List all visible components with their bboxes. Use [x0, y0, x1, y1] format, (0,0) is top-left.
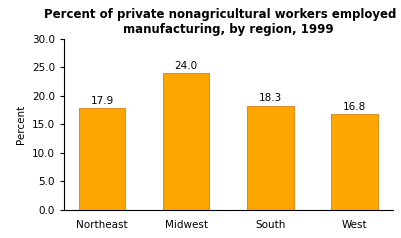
- Bar: [247, 106, 294, 210]
- Text: 17.9: 17.9: [91, 96, 114, 106]
- Bar: [163, 73, 209, 210]
- Text: 18.3: 18.3: [259, 93, 282, 103]
- Bar: [332, 114, 378, 210]
- Bar: [79, 108, 125, 210]
- Y-axis label: Percent: Percent: [16, 105, 26, 144]
- Text: 16.8: 16.8: [343, 102, 366, 112]
- Title: Percent of private nonagricultural workers employed in
manufacturing, by region,: Percent of private nonagricultural worke…: [44, 8, 401, 36]
- Text: 24.0: 24.0: [175, 61, 198, 71]
